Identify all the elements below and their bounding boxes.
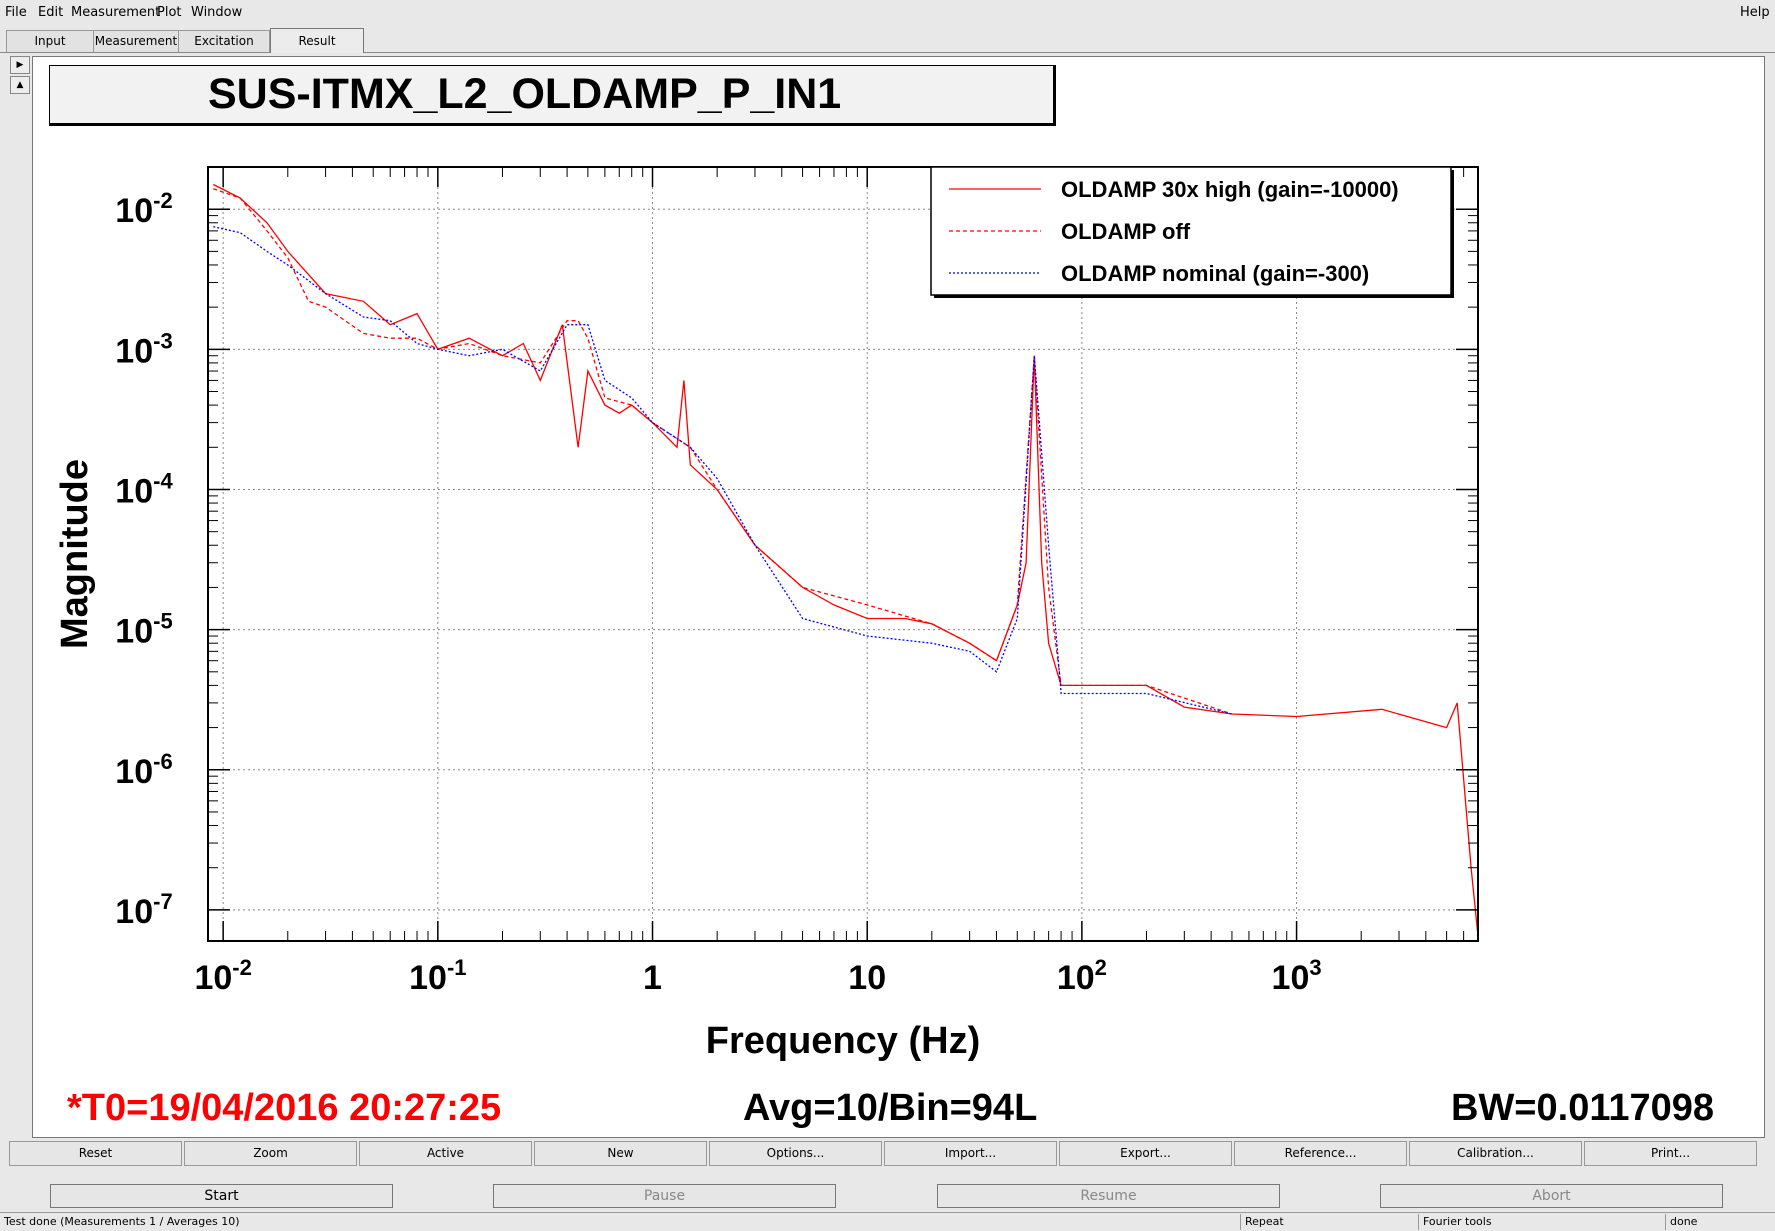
legend-label: OLDAMP nominal (gain=-300)	[1061, 261, 1369, 286]
x-tick-label: 103	[1272, 955, 1322, 997]
legend-label: OLDAMP off	[1061, 219, 1191, 244]
menu-help[interactable]: Help	[1740, 5, 1770, 20]
x-axis-label: Frequency (Hz)	[706, 1020, 980, 1062]
reset-button[interactable]: Reset	[9, 1141, 182, 1166]
status-repeat: Repeat	[1240, 1214, 1417, 1230]
bw-label: BW=0.0117098	[1451, 1087, 1715, 1129]
start-button[interactable]: Start	[50, 1184, 393, 1208]
menu-edit[interactable]: Edit	[38, 5, 64, 20]
active-button[interactable]: Active	[359, 1141, 532, 1166]
status-state: done	[1665, 1214, 1770, 1230]
abort-button[interactable]: Abort	[1380, 1184, 1723, 1208]
new-button[interactable]: New	[534, 1141, 707, 1166]
status-tools: Fourier tools	[1418, 1214, 1663, 1230]
tab-measurement[interactable]: Measurement	[93, 30, 179, 52]
menu-plot[interactable]: Plot	[157, 5, 182, 20]
avg-label: Avg=10/Bin=94L	[743, 1087, 1038, 1129]
y-tick-label: 10-3	[115, 328, 172, 370]
plot-title-box: SUS-ITMX_L2_OLDAMP_P_IN1	[49, 65, 1056, 126]
menu-file[interactable]: File	[5, 5, 27, 20]
pause-button[interactable]: Pause	[493, 1184, 836, 1208]
print-button[interactable]: Print...	[1584, 1141, 1757, 1166]
menu-measurement[interactable]: Measurement	[71, 5, 161, 20]
export-button[interactable]: Export...	[1059, 1141, 1232, 1166]
menu-bar: File Edit Measurement Plot Window Help	[0, 0, 1775, 26]
status-message: Test done (Measurements 1 / Averages 10)	[4, 1215, 240, 1228]
calibration-button[interactable]: Calibration...	[1409, 1141, 1582, 1166]
plot-frame	[207, 166, 1479, 942]
import-button[interactable]: Import...	[884, 1141, 1057, 1166]
y-axis-label: Magnitude	[54, 459, 96, 649]
legend-label: OLDAMP 30x high (gain=-10000)	[1061, 177, 1399, 202]
scroll-right-icon[interactable]: ▶	[10, 56, 30, 74]
plot-canvas[interactable]: SUS-ITMX_L2_OLDAMP_P_IN1 10-2 10-1 1 10 102 1…	[32, 56, 1765, 1138]
menu-window[interactable]: Window	[191, 5, 243, 20]
chart-svg: 10-2 10-1 1 10 102 103 10-2 10-3 10-4 10-5 10-6 10-…	[54, 166, 1479, 1062]
x-tick-label: 10-2	[194, 955, 251, 997]
status-bar: Test done (Measurements 1 / Averages 10)…	[0, 1212, 1775, 1231]
t0-label: *T0=19/04/2016 20:27:25	[67, 1087, 502, 1129]
y-tick-label: 10-7	[115, 889, 172, 931]
y-tick-label: 10-5	[115, 609, 172, 651]
x-tick-label: 10	[848, 959, 886, 997]
y-tick-label: 10-4	[115, 468, 173, 510]
x-tick-label: 10-1	[409, 955, 466, 997]
reference-button[interactable]: Reference...	[1234, 1141, 1407, 1166]
y-tick-label: 10-6	[115, 749, 172, 791]
x-tick-label: 102	[1057, 955, 1107, 997]
options-button[interactable]: Options...	[709, 1141, 882, 1166]
series-line-2	[213, 226, 1233, 715]
tab-bar: Input Measurement Excitation Result	[0, 28, 1775, 53]
y-tick-label: 10-2	[115, 188, 172, 230]
plot-title: SUS-ITMX_L2_OLDAMP_P_IN1	[208, 70, 842, 118]
resume-button[interactable]: Resume	[937, 1184, 1280, 1208]
zoom-button[interactable]: Zoom	[184, 1141, 357, 1166]
scroll-up-icon[interactable]: ▲	[10, 76, 30, 94]
x-tick-label: 1	[643, 959, 662, 997]
tab-result[interactable]: Result	[270, 28, 364, 53]
tab-excitation[interactable]: Excitation	[178, 30, 270, 52]
legend-box	[930, 166, 1452, 296]
tab-input[interactable]: Input	[6, 30, 94, 52]
